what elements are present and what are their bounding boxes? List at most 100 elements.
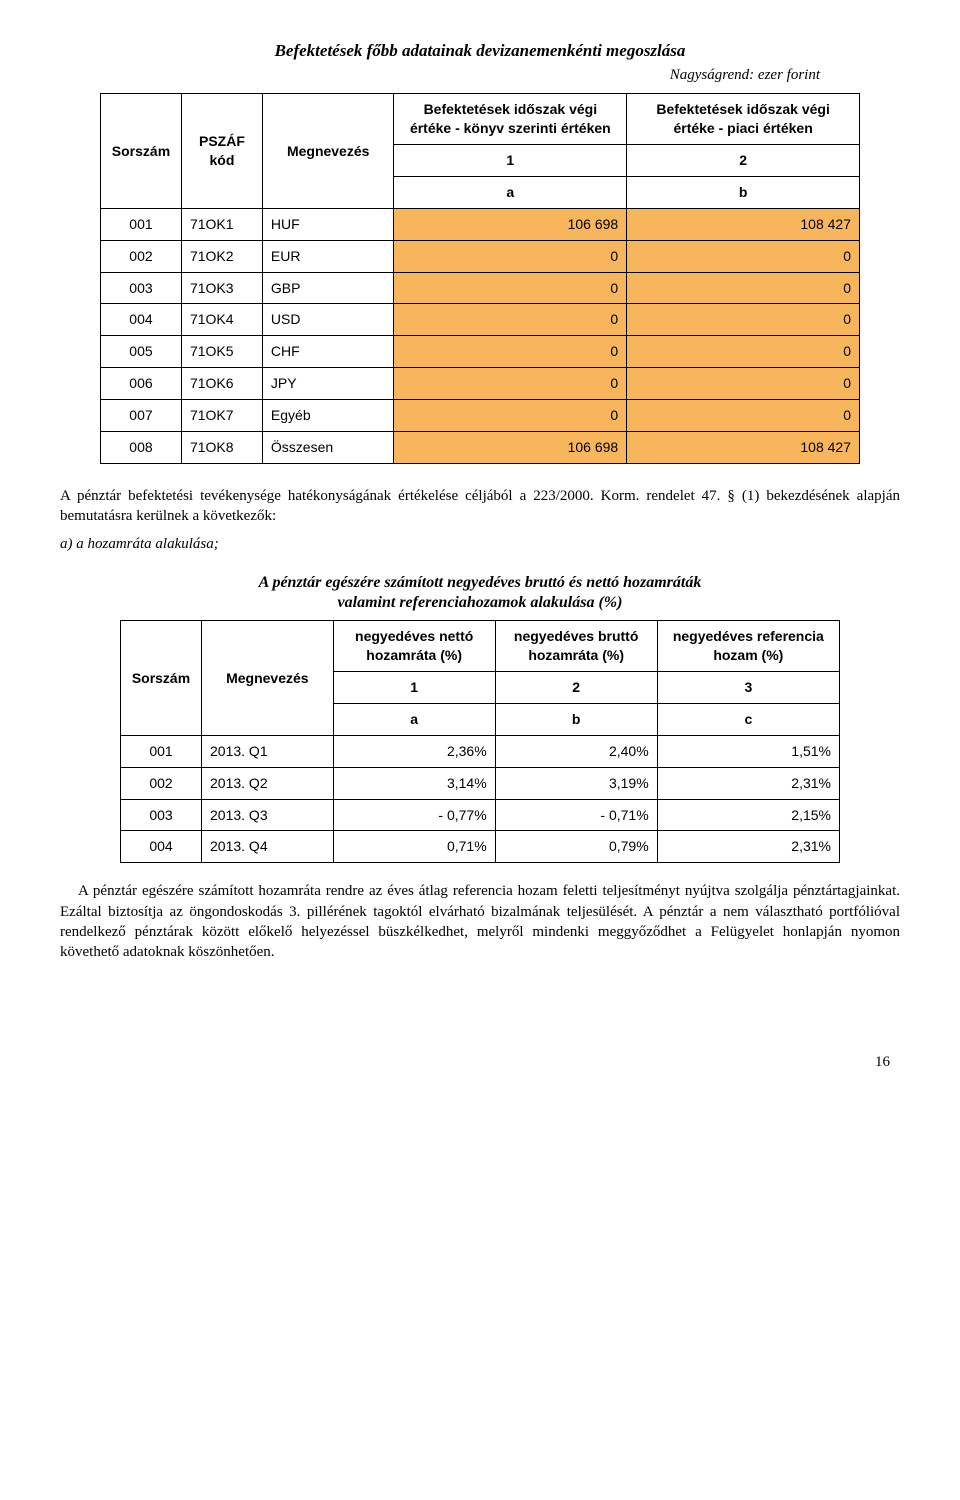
cell-v1: 0: [394, 272, 627, 304]
cell-megnev: USD: [262, 304, 394, 336]
cell-megnev: 2013. Q2: [202, 767, 334, 799]
cell-sorszam: 006: [101, 368, 182, 400]
cell-sorszam: 003: [121, 799, 202, 831]
table2-head: Sorszám Megnevezés negyedéves nettó hoza…: [121, 621, 840, 736]
paragraph-a: a) a hozamráta alakulása;: [60, 534, 900, 554]
cell-kod: 71OK1: [181, 208, 262, 240]
cell-sorszam: 001: [121, 735, 202, 767]
cell-kod: 71OK4: [181, 304, 262, 336]
th-sorszam: Sorszám: [101, 94, 182, 209]
title2-line1: A pénztár egészére számított negyedéves …: [259, 574, 702, 591]
table-row: 00271OK2EUR00: [101, 240, 860, 272]
cell-sorszam: 002: [121, 767, 202, 799]
cell-kod: 71OK5: [181, 336, 262, 368]
cell-v2: 108 427: [627, 431, 860, 463]
table-row: 00871OK8Összesen106 698108 427: [101, 431, 860, 463]
cell-megnev: HUF: [262, 208, 394, 240]
cell-megnev: Egyéb: [262, 400, 394, 432]
table-row: 0022013. Q23,14%3,19%2,31%: [121, 767, 840, 799]
cell-megnev: 2013. Q1: [202, 735, 334, 767]
table2-body: 0012013. Q12,36%2,40%1,51%0022013. Q23,1…: [121, 735, 840, 863]
table-row: 0012013. Q12,36%2,40%1,51%: [121, 735, 840, 767]
cell-v1: 106 698: [394, 431, 627, 463]
t2-th-n3: 3: [657, 672, 839, 704]
table1-subtitle: Nagyságrend: ezer forint: [60, 65, 900, 85]
paragraph-conclusion: A pénztár egészére számított hozamráta r…: [60, 881, 900, 962]
table-row: 00171OK1HUF106 698108 427: [101, 208, 860, 240]
cell-v1: 0: [394, 240, 627, 272]
cell-v3: 1,51%: [657, 735, 839, 767]
cell-kod: 71OK8: [181, 431, 262, 463]
paragraph-intro: A pénztár befektetési tevékenysége haték…: [60, 486, 900, 527]
cell-sorszam: 003: [101, 272, 182, 304]
cell-kod: 71OK7: [181, 400, 262, 432]
cell-megnev: JPY: [262, 368, 394, 400]
cell-kod: 71OK2: [181, 240, 262, 272]
cell-v1: 0,71%: [333, 831, 495, 863]
cell-v1: 0: [394, 304, 627, 336]
cell-v2: 108 427: [627, 208, 860, 240]
cell-v1: 2,36%: [333, 735, 495, 767]
table-row: 00371OK3GBP00: [101, 272, 860, 304]
th-pszaf: PSZÁF kód: [181, 94, 262, 209]
quarterly-yield-table: Sorszám Megnevezés negyedéves nettó hoza…: [120, 620, 840, 863]
t2-th-col2: negyedéves bruttó hozamráta (%): [495, 621, 657, 672]
th-megnev: Megnevezés: [262, 94, 394, 209]
cell-v2: 0: [627, 240, 860, 272]
cell-sorszam: 004: [101, 304, 182, 336]
th-n1: 1: [394, 144, 627, 176]
table-row: 00771OK7Egyéb00: [101, 400, 860, 432]
th-b: b: [627, 176, 860, 208]
cell-v3: 2,31%: [657, 831, 839, 863]
cell-v2: 0,79%: [495, 831, 657, 863]
table1-head: Sorszám PSZÁF kód Megnevezés Befektetése…: [101, 94, 860, 209]
table1-title: Befektetések főbb adatainak devizanemenk…: [60, 40, 900, 63]
cell-kod: 71OK3: [181, 272, 262, 304]
th-col1: Befektetések időszak végi értéke - könyv…: [394, 94, 627, 145]
t2-th-n2: 2: [495, 672, 657, 704]
cell-sorszam: 001: [101, 208, 182, 240]
title2-line2: valamint referenciahozamok alakulása (%): [338, 594, 623, 611]
cell-megnev: Összesen: [262, 431, 394, 463]
table-row: 0032013. Q3- 0,77%- 0,71%2,15%: [121, 799, 840, 831]
cell-v1: 0: [394, 368, 627, 400]
table-row: 00571OK5CHF00: [101, 336, 860, 368]
cell-v3: 2,31%: [657, 767, 839, 799]
cell-v3: 2,15%: [657, 799, 839, 831]
cell-v2: - 0,71%: [495, 799, 657, 831]
cell-v2: 2,40%: [495, 735, 657, 767]
cell-megnev: CHF: [262, 336, 394, 368]
cell-sorszam: 007: [101, 400, 182, 432]
t2-th-sorszam: Sorszám: [121, 621, 202, 736]
cell-megnev: EUR: [262, 240, 394, 272]
cell-v1: 0: [394, 400, 627, 432]
cell-v1: 0: [394, 336, 627, 368]
th-col2: Befektetések időszak végi értéke - piaci…: [627, 94, 860, 145]
cell-sorszam: 008: [101, 431, 182, 463]
t2-th-megnev: Megnevezés: [202, 621, 334, 736]
table2-title: A pénztár egészére számított negyedéves …: [60, 573, 900, 615]
t2-th-n1: 1: [333, 672, 495, 704]
cell-megnev: GBP: [262, 272, 394, 304]
table-row: 00671OK6JPY00: [101, 368, 860, 400]
th-n2: 2: [627, 144, 860, 176]
cell-sorszam: 005: [101, 336, 182, 368]
table1-body: 00171OK1HUF106 698108 42700271OK2EUR0000…: [101, 208, 860, 463]
cell-sorszam: 004: [121, 831, 202, 863]
t2-th-c: c: [657, 703, 839, 735]
cell-sorszam: 002: [101, 240, 182, 272]
cell-v2: 0: [627, 368, 860, 400]
cell-v2: 0: [627, 304, 860, 336]
cell-kod: 71OK6: [181, 368, 262, 400]
table-row: 0042013. Q40,71%0,79%2,31%: [121, 831, 840, 863]
t2-th-col3: negyedéves referencia hozam (%): [657, 621, 839, 672]
cell-v1: 3,14%: [333, 767, 495, 799]
cell-v1: - 0,77%: [333, 799, 495, 831]
cell-megnev: 2013. Q4: [202, 831, 334, 863]
cell-v2: 3,19%: [495, 767, 657, 799]
table-row: 00471OK4USD00: [101, 304, 860, 336]
cell-v2: 0: [627, 272, 860, 304]
page-number: 16: [60, 1052, 900, 1072]
t2-th-col1: negyedéves nettó hozamráta (%): [333, 621, 495, 672]
th-a: a: [394, 176, 627, 208]
